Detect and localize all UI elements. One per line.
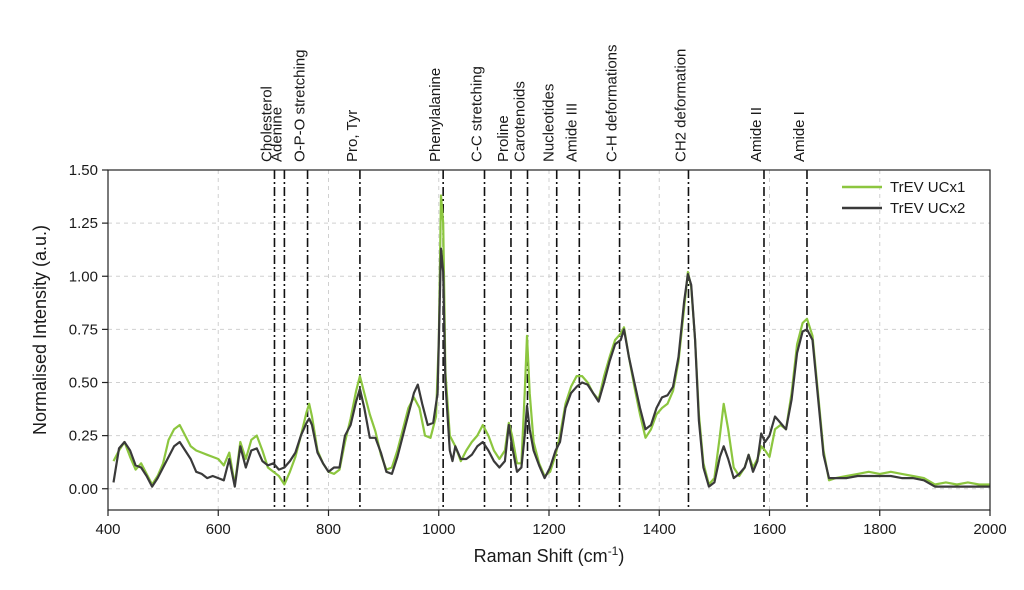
x-tick-label: 1800 [863,521,896,538]
series-line-2 [112,247,990,488]
series-layer [112,194,990,488]
x-tick-label: 1400 [643,521,676,538]
y-tick-label: 0.75 [69,321,98,338]
tick-labels: 400 600 800 1000 1200 1400 1600 1800 2000 0.00 0.2… [69,162,1007,538]
y-tick-label: 1.25 [69,215,98,232]
peak-label: Amide III [563,103,580,162]
x-tick-label: 400 [95,521,120,538]
y-tick-label: 0.50 [69,375,98,392]
legend-label-1: TrEV UCx1 [890,179,965,196]
y-tick-label: 0.25 [69,428,98,445]
x-tick-label: 1600 [753,521,786,538]
peak-label: O-P-O stretching [292,49,309,162]
peak-label: Amide II [748,107,765,162]
legend-label-2: TrEV UCx2 [890,200,965,217]
x-tick-label: 800 [316,521,341,538]
peak-label: Amide I [791,111,808,162]
peak-label: Cholesterol [258,86,275,162]
y-axis-title: Normalised Intensity (a.u.) [30,225,50,435]
x-tick-label: 2000 [973,521,1006,538]
legend: TrEV UCx1 TrEV UCx2 [842,179,965,217]
x-tick-label: 600 [206,521,231,538]
peak-label: Phenylalanine [427,68,444,162]
axes [102,169,991,516]
y-tick-label: 0.00 [69,481,98,498]
peak-label: Nucleotides [541,84,558,162]
peak-label: Pro, Tyr [344,110,361,162]
peak-label: C-H deformations [604,44,621,162]
x-tick-label: 1000 [422,521,455,538]
peak-label: CH2 deformation [672,49,689,162]
peak-marker-lines [273,170,808,510]
y-tick-label: 1.00 [69,268,98,285]
peak-label: Carotenoids [512,81,529,162]
peak-label: Proline [495,115,512,162]
series-line-1 [112,194,990,486]
x-tick-label: 1200 [532,521,565,538]
x-axis-title: Raman Shift (cm-1) [474,544,625,566]
peak-label: C-C stretching [469,66,486,162]
peak-label: Adenine [268,107,285,162]
grid [108,169,990,510]
y-tick-label: 1.50 [69,162,98,179]
